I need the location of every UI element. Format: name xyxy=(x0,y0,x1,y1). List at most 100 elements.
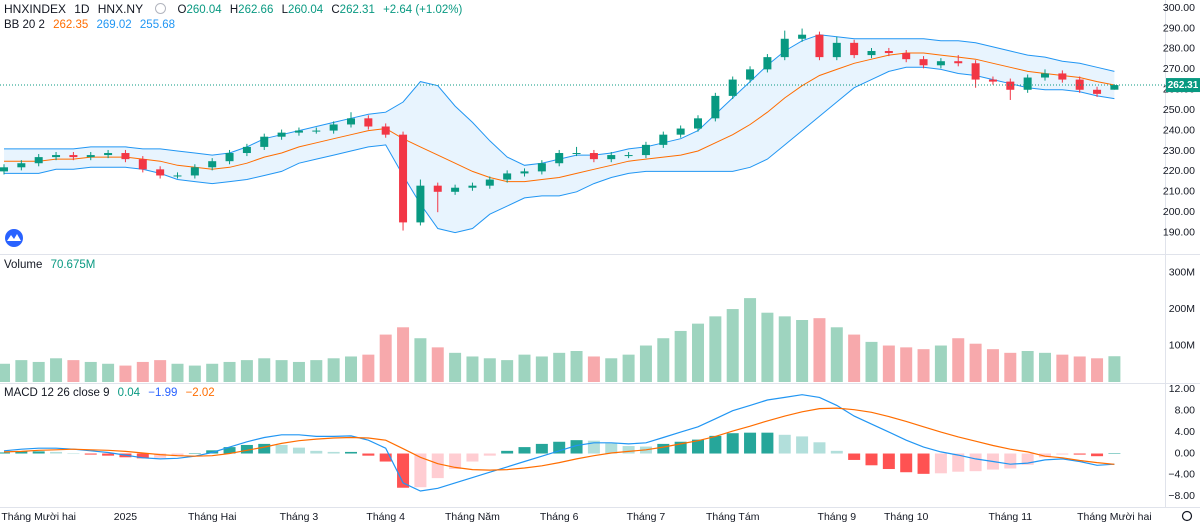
volume-bar xyxy=(102,363,115,382)
price-legend: HNXINDEX 1D HNX.NY O260.04 H262.66 L260.… xyxy=(4,2,467,16)
y-tick-label: 210.00 xyxy=(1163,186,1195,198)
y-tick-label: −4.00 xyxy=(1168,469,1195,481)
bb-middle xyxy=(4,52,1115,183)
macd-histogram-bar xyxy=(15,451,28,454)
y-tick-label: 270.00 xyxy=(1163,63,1195,75)
candle-body xyxy=(225,153,234,162)
candle-body xyxy=(364,118,373,127)
volume-bar xyxy=(171,363,184,382)
volume-bar xyxy=(657,338,670,382)
macd-histogram-bar xyxy=(744,432,757,454)
candle-body xyxy=(69,155,78,158)
volume-bar xyxy=(449,352,462,382)
x-tick-label: Tháng Mười hai xyxy=(1,511,76,523)
close-value: 262.31 xyxy=(339,4,375,16)
volume-bar xyxy=(1091,358,1104,382)
candle-body xyxy=(971,63,980,80)
bb-upper-value: 269.02 xyxy=(96,19,132,31)
candle-body xyxy=(208,161,217,168)
volume-bar xyxy=(796,320,809,382)
volume-bar xyxy=(882,345,895,382)
candle-body xyxy=(173,175,182,177)
volume-bar xyxy=(535,356,548,382)
y-tick-label: 100M xyxy=(1169,339,1195,351)
volume-bar xyxy=(917,349,930,382)
volume-bar xyxy=(952,338,965,382)
macd-histogram-bar xyxy=(796,436,809,454)
macd-histogram-bar xyxy=(709,435,722,454)
volume-bar xyxy=(50,358,63,382)
volume-bar xyxy=(934,345,947,382)
volume-bar xyxy=(431,347,444,382)
visibility-icon[interactable] xyxy=(155,3,167,14)
macd-hist-value: 0.04 xyxy=(117,387,141,399)
y-tick-label: 230.00 xyxy=(1163,145,1195,157)
macd-histogram-bar xyxy=(761,432,774,454)
bb-middle-value: 262.35 xyxy=(53,19,89,31)
candle-body xyxy=(433,185,442,192)
logo-badge xyxy=(5,229,23,247)
volume-bar xyxy=(1004,352,1017,382)
volume-bar xyxy=(553,352,566,382)
volume-bar xyxy=(865,341,878,382)
volume-bar xyxy=(136,361,149,382)
macd-histogram-bar xyxy=(67,453,80,455)
logo xyxy=(5,229,23,247)
volume-bar xyxy=(379,334,392,382)
bb-legend: BB 20 2 262.35 269.02 255.68 xyxy=(4,19,180,31)
candle-body xyxy=(156,169,165,176)
volume-bar xyxy=(726,309,739,382)
macd-histogram-bar xyxy=(84,453,97,455)
candle-body xyxy=(190,167,199,176)
candle-body xyxy=(555,153,564,164)
high-value: 262.66 xyxy=(238,4,274,16)
candle-body xyxy=(867,51,876,56)
candle-body xyxy=(832,42,841,58)
candle-body xyxy=(728,79,737,96)
ohlc-key: L xyxy=(281,4,288,16)
macd-histogram-bar xyxy=(1039,453,1051,458)
y-tick-label: 190.00 xyxy=(1163,226,1195,238)
volume-bar xyxy=(258,358,271,382)
volume-bar xyxy=(744,298,757,382)
volume-bar xyxy=(15,360,28,382)
low-value: 260.04 xyxy=(287,4,324,16)
candle-body xyxy=(763,57,772,70)
settings-icon[interactable] xyxy=(1181,510,1193,522)
macd-histogram-bar xyxy=(674,441,687,454)
x-tick-label: Tháng Hai xyxy=(188,511,236,523)
macd-histogram-bar xyxy=(587,440,600,454)
volume-bar xyxy=(1021,351,1034,382)
bb-lower-value: 255.68 xyxy=(139,19,176,31)
bb-title: BB 20 2 xyxy=(4,19,45,31)
settings-gear[interactable] xyxy=(1181,510,1193,522)
x-tick-label: Tháng Năm xyxy=(445,511,500,523)
candle-body xyxy=(919,59,928,66)
x-tick-label: Tháng 11 xyxy=(989,511,1033,523)
macd-histogram-bar xyxy=(934,453,947,474)
macd-histogram-bar xyxy=(431,453,444,479)
y-tick-label: 0.00 xyxy=(1175,447,1196,459)
macd-histogram-bar xyxy=(518,447,531,454)
candle-body xyxy=(1093,89,1102,94)
volume-bar xyxy=(1073,356,1086,382)
macd-histogram-bar xyxy=(1056,453,1069,455)
volume-bar xyxy=(674,330,687,382)
macd-histogram-bar xyxy=(952,453,965,472)
volume-bar xyxy=(327,358,340,382)
candle-body xyxy=(1023,77,1032,90)
macd-histogram-bar xyxy=(1073,453,1086,455)
candle-body xyxy=(138,159,147,170)
x-tick-label: Tháng 10 xyxy=(884,511,929,523)
macd-histogram-bar xyxy=(223,447,236,454)
volume-bar xyxy=(67,360,80,382)
volume-bar xyxy=(362,354,375,382)
macd-histogram-bar xyxy=(917,453,930,474)
macd-histogram-bar xyxy=(778,434,791,454)
macd-line xyxy=(3,407,1115,471)
y-tick-label: 200M xyxy=(1169,303,1195,315)
candle-body xyxy=(1006,81,1015,90)
candle-body xyxy=(121,153,130,160)
macd-histogram-bar xyxy=(240,444,253,454)
macd-line xyxy=(3,394,1115,492)
